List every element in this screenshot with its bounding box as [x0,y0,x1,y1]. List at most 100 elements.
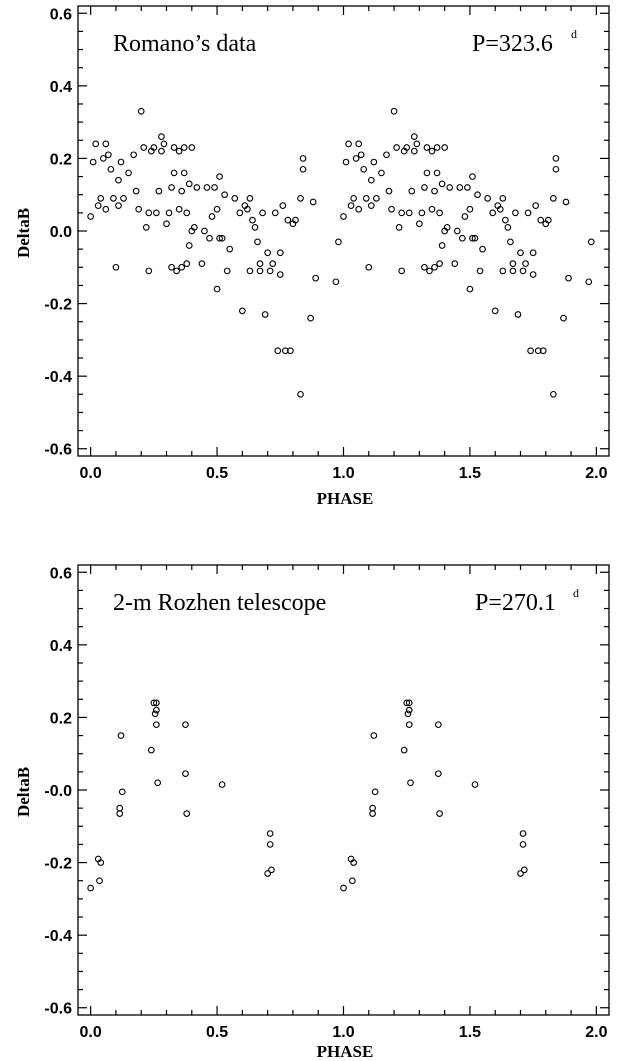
data-point [153,706,160,714]
x-axis-title: PHASE [317,489,374,508]
data-point [120,194,127,202]
data-point [246,194,254,202]
data-point [370,158,378,166]
y-tick-label: -0.0 [44,783,72,800]
data-point [509,260,517,268]
data-point [92,140,100,148]
data-point [560,314,567,322]
data-point [461,213,469,220]
data-point [153,699,160,707]
data-point [284,216,292,224]
data-point [102,205,110,213]
data-point [183,810,191,817]
data-point [297,194,304,202]
data-point [421,184,428,191]
data-point [292,216,299,224]
data-point [110,194,117,202]
data-point [276,249,284,257]
data-point [155,187,163,195]
data-point [434,721,442,729]
x-axis-title: PHASE [317,1042,374,1061]
data-point [484,194,491,202]
data-point [499,194,507,202]
data-point [357,151,365,159]
y-tick-label: 0.4 [50,638,72,655]
data-point [453,227,461,235]
y-tick-label: -0.6 [44,1001,72,1018]
data-point [385,187,393,195]
data-point [519,267,527,275]
data-point [438,242,446,249]
data-point [182,721,189,729]
data-point [469,234,476,242]
data-point [266,841,274,848]
data-point [520,866,528,874]
data-point [405,699,413,707]
data-point [236,209,244,217]
data-point [178,263,186,271]
x-tick-label: 0.0 [80,1024,102,1041]
data-point [369,810,376,817]
data-point [151,710,159,718]
data-point [352,155,360,162]
data-point [471,234,479,242]
data-point [287,347,294,355]
data-point [405,721,413,729]
data-point [517,870,524,877]
data-point [539,347,547,355]
y-tick-label: 0.6 [50,565,72,582]
data-point [362,194,370,202]
data-point [208,213,216,220]
data-point [96,877,103,885]
data-point [438,180,446,188]
data-point [271,209,279,217]
data-point [94,202,102,209]
data-point [154,779,161,787]
data-point [585,278,593,286]
data-point [514,311,522,318]
data-point [185,180,193,188]
data-point [216,234,223,242]
data-point [118,788,126,796]
data-point [251,224,259,231]
data-point [125,169,132,177]
data-point [529,249,537,257]
data-point [99,155,107,162]
data-point [274,347,282,355]
data-point [410,147,418,155]
data-point [332,278,340,286]
data-point [529,271,537,278]
data-point [464,184,471,191]
data-point [369,804,376,812]
data-point [517,249,524,257]
x-tick-label: 2.0 [585,465,607,482]
panel-title: 2-m Rozhen telescope [113,590,326,616]
data-point [398,267,406,275]
data-point [178,187,186,195]
data-point [147,746,155,754]
data-point [550,390,557,398]
data-point [218,234,226,242]
data-point [137,107,145,115]
data-point [102,140,110,148]
data-point [428,205,436,213]
data-point [400,746,408,754]
data-point [466,285,474,293]
data-point [395,224,403,231]
data-point [370,732,378,739]
data-point [115,202,122,209]
data-point [266,830,274,837]
data-point [145,267,153,275]
data-point [160,140,168,148]
data-point [116,804,124,812]
data-point [512,209,519,217]
data-point [198,260,206,268]
data-point [436,810,443,817]
data-point [183,260,191,268]
data-point [264,870,271,877]
data-point [371,788,379,796]
data-point [87,884,94,892]
data-point [451,260,459,268]
romano-panel: Romano’s data P=323.6 d PHASE DeltaB 0.0… [14,5,610,508]
data-point [170,169,178,177]
